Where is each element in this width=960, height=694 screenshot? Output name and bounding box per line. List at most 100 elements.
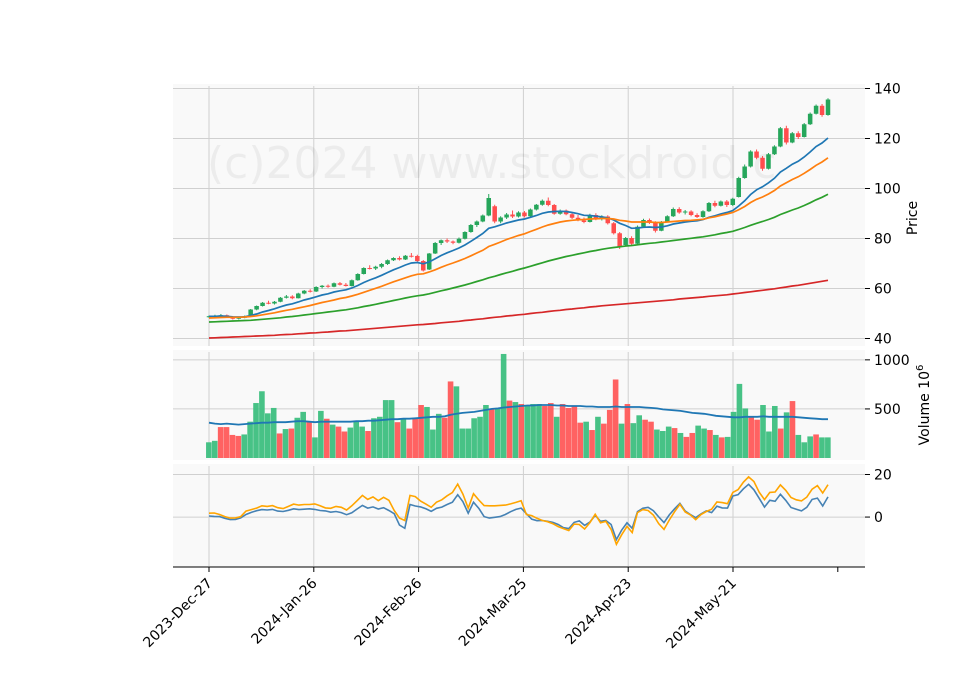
volume-bar xyxy=(506,400,513,458)
candle-body xyxy=(813,105,819,114)
candle-body xyxy=(760,157,765,169)
volume-bar xyxy=(282,429,289,458)
candle-body xyxy=(581,220,587,222)
candle-body xyxy=(807,113,813,125)
volume-bar xyxy=(382,400,389,458)
volume-bar xyxy=(736,383,743,458)
candle-body xyxy=(504,214,509,218)
candle-body xyxy=(623,238,628,245)
volume-bar xyxy=(565,407,572,458)
volume-bar xyxy=(642,419,648,458)
volume-bar xyxy=(394,422,401,458)
volume-bar xyxy=(789,401,796,458)
volume-bar xyxy=(589,430,595,458)
candle-body xyxy=(801,124,807,137)
candle-body xyxy=(569,214,575,218)
candle-body xyxy=(510,214,515,217)
price-tick-label: 140 xyxy=(874,82,901,98)
volume-bar xyxy=(677,432,684,458)
candle-body xyxy=(367,268,372,269)
volume-bar xyxy=(400,419,407,458)
volume-bar xyxy=(542,405,548,458)
candle-body xyxy=(676,209,682,213)
volume-bar xyxy=(229,434,236,458)
volume-bar xyxy=(406,428,413,458)
candle-body xyxy=(736,178,741,197)
volume-axis-label-text: Volume 10 xyxy=(917,371,933,445)
volume-bar xyxy=(801,442,808,458)
oscillator-line xyxy=(208,483,829,542)
volume-bar xyxy=(601,423,607,458)
volume-bar xyxy=(353,421,360,458)
candle-body xyxy=(545,200,551,205)
candle-body xyxy=(730,198,736,205)
candle-body xyxy=(450,241,456,243)
moving-average-line xyxy=(208,193,829,323)
volume-bar xyxy=(435,413,442,458)
volume-bar xyxy=(583,421,589,458)
volume-tick-label: 1000 xyxy=(874,353,910,369)
candle-body xyxy=(438,240,444,243)
price-tick-label: 80 xyxy=(874,232,892,248)
volume-axis-label: Volume 106 xyxy=(915,365,933,446)
volume-bar xyxy=(377,416,383,458)
candle-body xyxy=(790,133,795,143)
volume-bar xyxy=(489,408,495,458)
candle-body xyxy=(718,201,724,206)
price-axis-label: Price xyxy=(905,201,921,235)
volume-bar xyxy=(760,405,766,458)
volume-bar xyxy=(689,432,696,458)
volume-bar xyxy=(247,421,253,458)
candle-body xyxy=(700,211,706,217)
moving-average-line xyxy=(209,137,829,318)
volume-bar xyxy=(742,408,749,458)
volume-bar xyxy=(341,431,348,458)
price-tick-label: 60 xyxy=(874,282,892,298)
candle-body xyxy=(444,240,450,242)
volume-bar xyxy=(595,416,601,458)
oscillator-tick-label: 0 xyxy=(874,510,883,526)
volume-bar xyxy=(577,422,584,458)
indicator-lines xyxy=(208,137,829,547)
volume-bar xyxy=(453,386,460,458)
candle-body xyxy=(742,166,747,178)
candle-body xyxy=(563,210,569,215)
volume-bar xyxy=(819,437,825,458)
candle-body xyxy=(266,302,271,304)
oscillator-tick-label: 20 xyxy=(874,468,892,484)
volume-bar xyxy=(659,431,666,458)
volume-bar xyxy=(524,405,530,458)
candle-body xyxy=(605,216,611,224)
volume-bar xyxy=(217,427,224,458)
candle-body xyxy=(754,151,759,158)
price-tick-label: 40 xyxy=(874,332,892,348)
volume-bar xyxy=(754,419,760,458)
volume-bar xyxy=(347,427,354,458)
moving-average-line xyxy=(208,157,829,319)
volume-bar xyxy=(777,428,784,458)
candle-body xyxy=(391,258,396,261)
candle-body xyxy=(551,205,557,214)
volume-bar xyxy=(494,408,501,458)
volume-bar xyxy=(424,406,430,458)
volume-bar xyxy=(223,427,230,458)
volume-bar xyxy=(288,428,295,458)
candle-body xyxy=(307,290,313,292)
candle-body xyxy=(474,221,480,225)
volume-bar xyxy=(825,437,831,458)
oscillator-panel-background xyxy=(173,464,865,567)
candle-body xyxy=(415,256,420,261)
candle-body xyxy=(694,215,700,217)
candle-body xyxy=(409,255,414,257)
volume-bars xyxy=(206,353,831,458)
candle-body xyxy=(778,128,783,147)
volume-bar xyxy=(206,442,212,458)
candle-body xyxy=(795,133,801,137)
candle-body xyxy=(290,296,295,299)
candle-body xyxy=(486,198,492,216)
candle-body xyxy=(825,99,831,115)
volume-bar xyxy=(624,404,631,458)
candle-body xyxy=(343,284,349,286)
